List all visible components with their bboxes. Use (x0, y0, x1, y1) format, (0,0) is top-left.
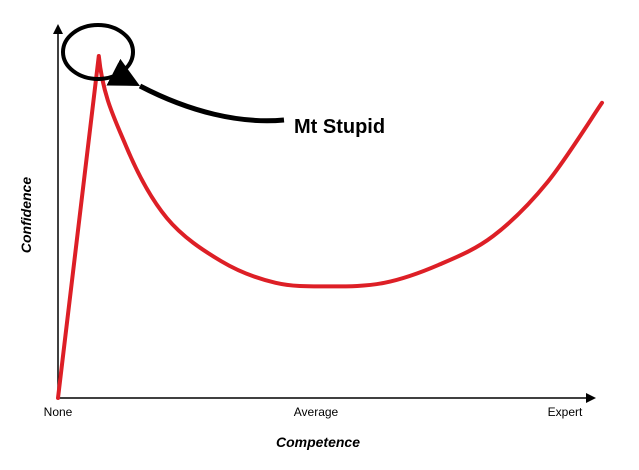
x-tick-labels: None Average Expert (44, 405, 583, 419)
x-tick-label-average: Average (294, 405, 339, 419)
x-tick-label-expert: Expert (548, 405, 583, 419)
x-tick-label-none: None (44, 405, 73, 419)
annotation-arrow (106, 58, 285, 124)
annotation-label: Mt Stupid (294, 116, 385, 138)
y-axis-title: Confidence (18, 177, 34, 253)
annotation-circle (61, 23, 135, 81)
series-line (56, 54, 604, 400)
x-axis-title: Competence (276, 434, 360, 450)
